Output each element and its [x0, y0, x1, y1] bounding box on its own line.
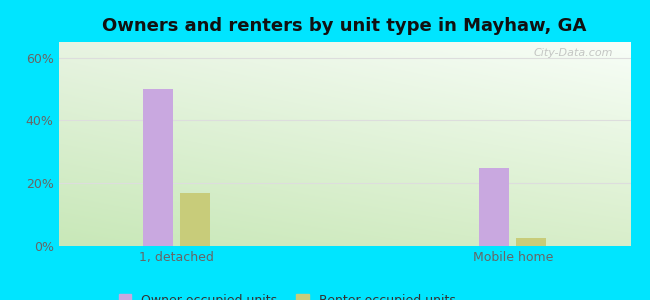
Bar [179, 193, 210, 246]
Title: Owners and renters by unit type in Mayhaw, GA: Owners and renters by unit type in Mayha… [102, 17, 587, 35]
Bar [142, 89, 173, 246]
Legend: Owner occupied units, Renter occupied units: Owner occupied units, Renter occupied un… [114, 289, 461, 300]
Bar [516, 238, 547, 246]
Bar [479, 167, 510, 246]
Text: City-Data.com: City-Data.com [534, 48, 614, 58]
